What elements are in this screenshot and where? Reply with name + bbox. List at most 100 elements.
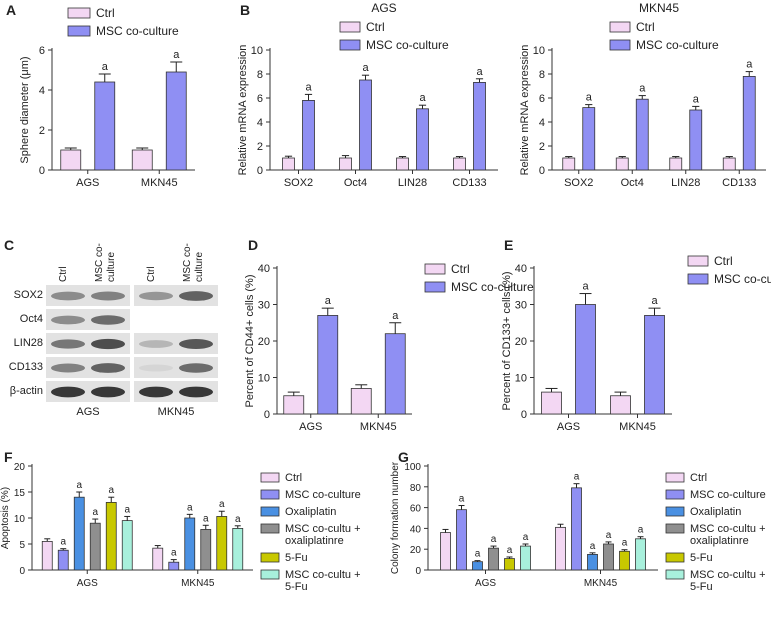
x-tick-label: AGS bbox=[76, 177, 99, 189]
y-axis-label: Colony formation number bbox=[390, 461, 401, 574]
legend-label: Oxaliplatin bbox=[285, 506, 336, 518]
legend-label: MSC co-culture bbox=[366, 38, 449, 52]
x-tick-label: SOX2 bbox=[564, 177, 593, 189]
panel-letter-g: G bbox=[398, 449, 409, 465]
y-tick-label: 30 bbox=[258, 300, 270, 312]
legend-label: 5-Fu bbox=[285, 552, 308, 564]
significance-mark: a bbox=[475, 549, 481, 560]
legend-label: Ctrl bbox=[285, 472, 302, 484]
bar-lin28-msc bbox=[416, 108, 429, 171]
x-tick-label: MKN45 bbox=[619, 421, 656, 433]
y-tick-label: 0 bbox=[39, 165, 45, 177]
blot-strip bbox=[46, 309, 130, 330]
legend-label: MSC co-culture bbox=[714, 272, 771, 286]
significance-mark: a bbox=[491, 534, 497, 545]
blot-strip bbox=[134, 357, 218, 378]
protein-band bbox=[179, 363, 213, 373]
bar-oct4-msc bbox=[359, 79, 372, 171]
protein-band bbox=[51, 386, 85, 398]
legend-swatch-fu bbox=[665, 552, 685, 563]
bar-mkn45-ctrl bbox=[152, 547, 164, 571]
y-tick-label: 80 bbox=[410, 483, 422, 494]
y-axis-label: Sphere diameter (μm) bbox=[19, 56, 31, 163]
significance-mark: a bbox=[459, 494, 465, 505]
bar-lin28-ctrl bbox=[396, 157, 409, 171]
legend-label: MSC co-cultu + bbox=[690, 523, 766, 535]
bar-mkn45-oxa bbox=[184, 517, 196, 571]
blot-group-label: AGS bbox=[76, 406, 99, 418]
y-tick-label: 10 bbox=[251, 45, 263, 57]
significance-mark: a bbox=[187, 502, 193, 513]
bar-ags-ctrl bbox=[541, 391, 562, 415]
blot-row-label: CD133 bbox=[9, 361, 43, 373]
bar-ags-ctrl bbox=[41, 541, 53, 571]
legend-swatch-msc bbox=[665, 489, 685, 500]
blot-row-label: SOX2 bbox=[14, 289, 43, 301]
legend-label: MSC co-culture bbox=[636, 38, 719, 52]
legend-label: Ctrl bbox=[96, 6, 115, 20]
legend-swatch-msc bbox=[424, 281, 446, 293]
bar-cd133-msc bbox=[473, 82, 486, 171]
blot-group-label: MKN45 bbox=[158, 406, 195, 418]
significance-mark: a bbox=[507, 545, 513, 556]
legend: Ctrl MSC co-culture bbox=[609, 20, 719, 52]
x-tick-label: AGS bbox=[77, 578, 98, 589]
protein-band bbox=[91, 386, 125, 398]
significance-mark: a bbox=[235, 514, 241, 525]
y-tick-label: 0 bbox=[19, 566, 25, 577]
bar-cd133-ctrl bbox=[722, 157, 736, 171]
significance-mark: a bbox=[60, 537, 66, 548]
bar-cd133-ctrl bbox=[453, 157, 466, 171]
chart-title: MKN45 bbox=[639, 1, 679, 15]
bar-mkn45-fu bbox=[619, 550, 630, 571]
panel-letter-b: B bbox=[240, 2, 250, 18]
bar-mkn45-msc bbox=[165, 71, 187, 171]
significance-mark: a bbox=[622, 538, 628, 549]
bar-mkn45-msc bbox=[571, 487, 582, 571]
legend: Ctrl MSC co-culture bbox=[67, 6, 179, 38]
bar-sox2-msc bbox=[302, 100, 315, 171]
legend-swatch-msc_oxa bbox=[260, 523, 280, 534]
y-tick-label: 2 bbox=[539, 141, 545, 153]
panel-letter-c: C bbox=[4, 237, 14, 253]
legend-swatch-msc_fu bbox=[260, 569, 280, 580]
protein-band bbox=[51, 363, 85, 373]
legend-label: MSC co-culture bbox=[96, 24, 179, 38]
y-tick-label: 0 bbox=[521, 409, 527, 421]
y-tick-label: 10 bbox=[14, 514, 26, 525]
y-tick-label: 0 bbox=[264, 409, 270, 421]
bar-ags-oxa bbox=[73, 496, 85, 571]
legend: Ctrl MSC co-culture bbox=[339, 20, 449, 52]
legend-swatch-oxa bbox=[665, 506, 685, 517]
legend-swatch-fu bbox=[260, 552, 280, 563]
x-tick-label: Oct4 bbox=[621, 177, 644, 189]
y-tick-label: 60 bbox=[410, 504, 422, 515]
legend-swatch-ctrl bbox=[424, 263, 446, 275]
legend: Ctrl MSC co-culture bbox=[687, 254, 771, 286]
chart-title: AGS bbox=[371, 1, 396, 15]
protein-band bbox=[179, 291, 213, 301]
blot-strip bbox=[134, 309, 218, 330]
significance-mark: a bbox=[76, 480, 82, 491]
bar-ags-ctrl bbox=[283, 395, 305, 415]
y-tick-label: 2 bbox=[257, 141, 263, 153]
y-tick-label: 5 bbox=[19, 540, 25, 551]
legend-label: Ctrl bbox=[690, 472, 707, 484]
protein-band bbox=[91, 291, 125, 301]
chart-a: 0 2 4 6 Sphere diameter (μm) a AGS a MKN45 Ctrl MS… bbox=[19, 6, 195, 189]
legend-label: Ctrl bbox=[714, 254, 733, 268]
bar-oct4-ctrl bbox=[615, 157, 629, 171]
significance-mark: a bbox=[693, 93, 700, 105]
legend-swatch-msc bbox=[67, 25, 91, 37]
y-tick-label: 8 bbox=[539, 69, 545, 81]
significance-mark: a bbox=[586, 92, 593, 104]
protein-band bbox=[51, 291, 85, 301]
x-tick-label: LIN28 bbox=[398, 177, 427, 189]
bar-mkn45-msc_oxa bbox=[200, 529, 212, 571]
panel-letters: A B C D E F G bbox=[4, 2, 513, 465]
y-tick-label: 8 bbox=[257, 69, 263, 81]
y-tick-label: 6 bbox=[39, 45, 45, 57]
